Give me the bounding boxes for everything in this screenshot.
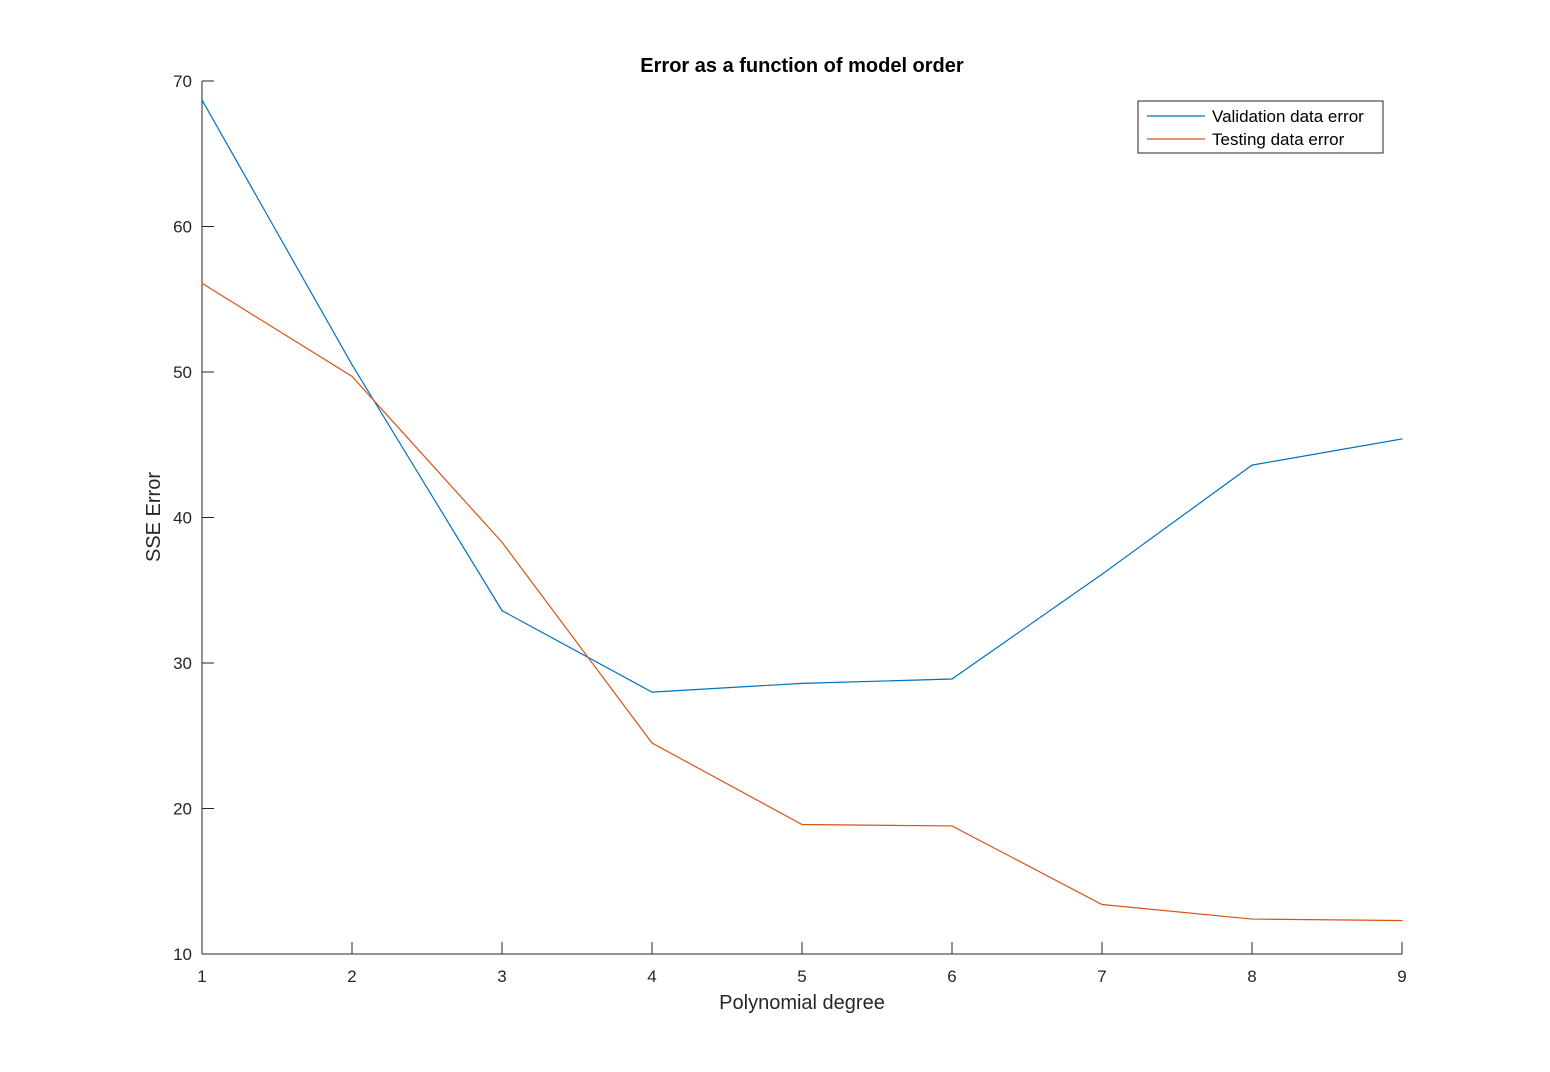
data-point: [1251, 464, 1253, 466]
x-axis-label: Polynomial degree: [719, 992, 885, 1014]
data-point: [651, 742, 653, 744]
x-tick-label: 6: [947, 967, 956, 986]
data-point: [351, 364, 353, 366]
x-tick-label: 2: [347, 967, 356, 986]
legend-label: Validation data error: [1212, 107, 1364, 126]
x-tick-label: 5: [797, 967, 806, 986]
data-point: [1401, 919, 1403, 922]
data-point: [801, 823, 803, 826]
y-tick-label: 10: [173, 945, 192, 964]
y-tick-label: 60: [173, 218, 192, 237]
x-tick-label: 7: [1097, 967, 1106, 986]
data-point: [801, 682, 803, 684]
data-point: [1101, 903, 1103, 906]
y-axis-label: SSE Error: [143, 472, 165, 562]
series-group: [201, 99, 1403, 922]
x-tick-label: 1: [197, 967, 206, 986]
data-point: [201, 99, 203, 101]
series-line-validation: [201, 99, 1403, 693]
y-tick-label: 20: [173, 800, 192, 819]
data-point: [1401, 438, 1403, 440]
legend-label: Testing data error: [1212, 130, 1345, 149]
x-tick-label: 9: [1397, 967, 1406, 986]
y-ticks: 10 20 30 40 50 60 70: [173, 72, 214, 964]
data-point: [951, 825, 953, 827]
data-point: [1101, 573, 1103, 575]
legend-box: [1137, 100, 1384, 154]
axes: [201, 81, 1402, 955]
data-point: [351, 375, 353, 377]
data-point: [951, 678, 953, 680]
legend: Validation data error Testing data error: [1137, 100, 1384, 154]
x-ticks: 1 2 3 4 5 6 7 8 9: [197, 942, 1407, 986]
data-point: [501, 610, 503, 612]
chart-title: Error as a function of model order: [640, 55, 964, 77]
data-point: [651, 691, 653, 693]
y-tick-label: 40: [173, 509, 192, 528]
data-point: [201, 282, 203, 284]
y-tick-label: 30: [173, 654, 192, 673]
y-tick-label: 50: [173, 363, 192, 382]
x-tick-label: 8: [1247, 967, 1256, 986]
x-tick-label: 3: [497, 967, 506, 986]
y-tick-label: 70: [173, 72, 192, 91]
data-point: [1251, 918, 1253, 920]
x-tick-label: 4: [647, 967, 656, 986]
data-point: [501, 541, 503, 543]
